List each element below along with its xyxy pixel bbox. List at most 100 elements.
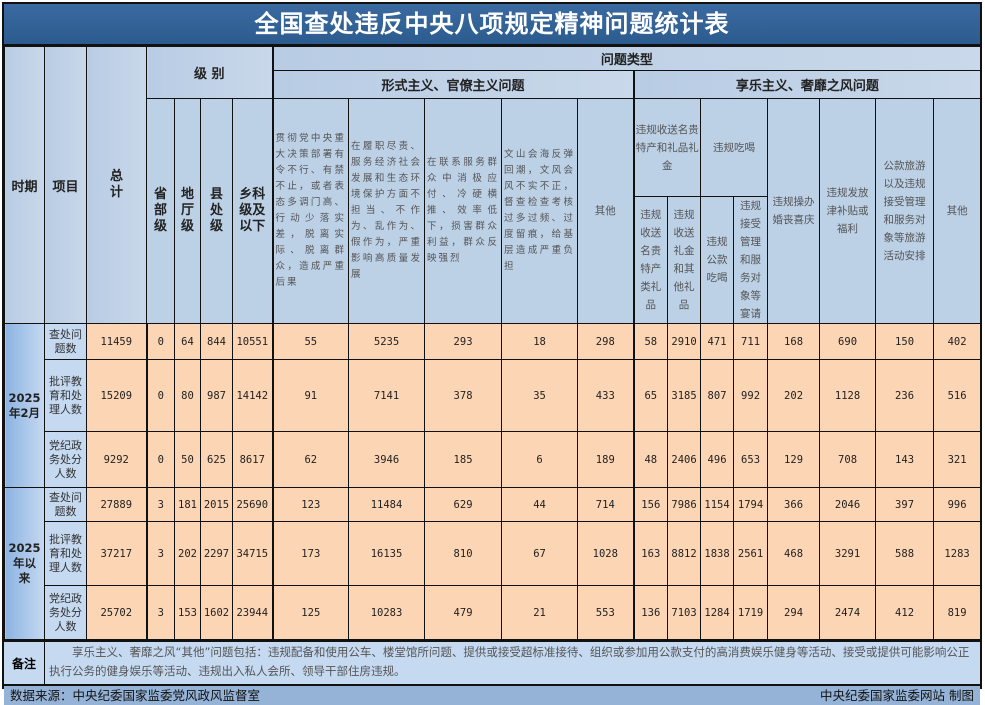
remark-section: 备注 享乐主义、奢靡之风“其他”问题包括：违规配备和使用公车、楼堂馆所问题、提供…: [4, 640, 980, 686]
item-cell: 查处问题数: [44, 323, 87, 360]
header-level-prefecture: 地厅级: [174, 98, 201, 324]
header-hedonism-other: 其他: [933, 98, 982, 324]
header-dining-public: 违规公款吃喝: [700, 196, 735, 324]
header-weddings: 违规操办婚丧喜庆: [767, 98, 821, 324]
value-cell: 55: [271, 323, 350, 360]
period-cell: 2025年以来: [4, 487, 45, 640]
value-cell: 3291: [819, 521, 877, 586]
value-cell: 150: [875, 323, 935, 360]
value-cell: 5235: [348, 323, 426, 360]
value-cell: 153: [174, 585, 201, 640]
value-cell: 163: [632, 521, 669, 586]
table-row: 2025年以来 查处问题数 27889 3 181 2015 25690 123 11484 62…: [4, 487, 982, 640]
value-cell: 48: [632, 431, 669, 488]
value-cell: 27889: [86, 487, 147, 522]
value-cell: 1283: [933, 521, 982, 586]
table-row: 批评教育和处理人数 37217 3 202 2297 34715 173 16135 810 67…: [5, 521, 982, 586]
value-cell: 412: [875, 585, 935, 640]
value-cell: 80: [174, 359, 201, 432]
header-level: 级 别: [145, 46, 274, 99]
value-cell: 1719: [733, 585, 769, 640]
value-cell: 468: [767, 521, 821, 586]
value-cell: 516: [933, 359, 982, 432]
value-cell: 189: [577, 431, 635, 488]
value-cell: 625: [200, 431, 233, 488]
value-cell: 2046: [819, 487, 877, 522]
value-cell: 810: [424, 521, 503, 586]
value-cell: 1028: [577, 521, 635, 586]
value-cell: 123: [271, 487, 350, 522]
value-cell: 653: [733, 431, 769, 488]
value-cell: 996: [933, 487, 982, 522]
value-cell: 321: [933, 431, 982, 488]
value-cell: 588: [875, 521, 935, 586]
table-body: 2025年2月 查处问题数 11459 0 64 844 10551 55 5235 293 18 2…: [4, 323, 982, 640]
value-cell: 25702: [86, 585, 147, 640]
value-cell: 3: [145, 487, 175, 522]
value-cell: 6: [501, 431, 579, 488]
value-cell: 0: [145, 323, 175, 360]
table-row: 党纪政务处分人数 9292 0 50 625 8617 62 3946 185 6 189 48 240…: [5, 431, 982, 488]
value-cell: 366: [767, 487, 821, 522]
value-cell: 91: [271, 359, 350, 432]
value-cell: 294: [767, 585, 821, 640]
value-cell: 1284: [700, 585, 735, 640]
value-cell: 181: [174, 487, 201, 522]
value-cell: 2015: [200, 487, 233, 522]
value-cell: 129: [767, 431, 821, 488]
value-cell: 0: [145, 431, 175, 488]
header-travel: 公款旅游以及违规接受管理和服务对象等旅游活动安排: [875, 98, 935, 324]
value-cell: 136: [632, 585, 669, 640]
value-cell: 50: [174, 431, 201, 488]
footer: 数据来源：中央纪委国家监委党风政风监督室 中央纪委国家监委网站 制图: [4, 686, 980, 705]
value-cell: 987: [200, 359, 233, 432]
value-cell: 1838: [700, 521, 735, 586]
value-cell: 2406: [667, 431, 702, 488]
value-cell: 2474: [819, 585, 877, 640]
value-cell: 553: [577, 585, 635, 640]
value-cell: 67: [501, 521, 579, 586]
header-formalism-col-4: 文山会海反弹回潮，文风会风不实不正，督查检查考核过多过频、过度留痕，给基层造成严…: [501, 98, 579, 324]
value-cell: 3: [145, 521, 175, 586]
value-cell: 7103: [667, 585, 702, 640]
value-cell: 34715: [231, 521, 274, 586]
value-cell: 62: [271, 431, 350, 488]
remark-text: 享乐主义、奢靡之风“其他”问题包括：违规配备和使用公车、楼堂馆所问题、提供或接受…: [49, 645, 970, 678]
item-cell: 党纪政务处分人数: [44, 431, 87, 488]
header-gifts-cash: 违规收送礼金和其他礼品: [667, 196, 702, 324]
value-cell: 37217: [86, 521, 147, 586]
value-cell: 0: [145, 359, 175, 432]
table-row: 2025年2月 查处问题数 11459 0 64 844 10551 55 5235 293 18 2…: [4, 323, 982, 488]
value-cell: 11484: [348, 487, 426, 522]
value-cell: 479: [424, 585, 503, 640]
value-cell: 496: [700, 431, 735, 488]
value-cell: 125: [271, 585, 350, 640]
value-cell: 2561: [733, 521, 769, 586]
header-gifts-specialty: 违规收送名贵特产类礼品: [632, 196, 669, 324]
value-cell: 15209: [86, 359, 147, 432]
value-cell: 14142: [231, 359, 274, 432]
value-cell: 21: [501, 585, 579, 640]
value-cell: 690: [819, 323, 877, 360]
table-title: 全国查处违反中央八项规定精神问题统计表: [4, 4, 980, 46]
item-cell: 党纪政务处分人数: [44, 585, 87, 640]
value-cell: 58: [632, 323, 669, 360]
value-cell: 156: [632, 487, 669, 522]
header-period: 时期: [4, 46, 45, 324]
data-source: 数据来源：中央纪委国家监委党风政风监督室: [10, 688, 261, 703]
item-cell: 批评教育和处理人数: [44, 521, 87, 586]
value-cell: 143: [875, 431, 935, 488]
value-cell: 714: [577, 487, 635, 522]
value-cell: 9292: [86, 431, 147, 488]
value-cell: 7141: [348, 359, 426, 432]
header-formalism-other: 其他: [577, 98, 635, 324]
header-level-township: 乡科级及以下: [231, 98, 274, 324]
value-cell: 23944: [231, 585, 274, 640]
value-cell: 3: [145, 585, 175, 640]
value-cell: 18: [501, 323, 579, 360]
value-cell: 168: [767, 323, 821, 360]
remark-label: 备注: [4, 642, 45, 684]
value-cell: 3185: [667, 359, 702, 432]
value-cell: 1794: [733, 487, 769, 522]
